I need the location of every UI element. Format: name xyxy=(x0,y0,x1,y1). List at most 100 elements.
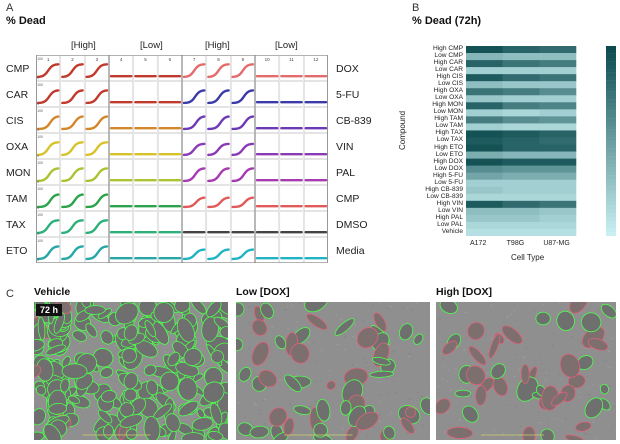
column-number: 12 xyxy=(313,57,319,62)
live-cell-outline xyxy=(153,302,174,323)
row-label-left: ETO xyxy=(6,245,36,257)
row-label-left: TAX xyxy=(6,219,36,231)
image-title-high-dox: High [DOX] xyxy=(436,286,492,298)
row-label-right: PAL xyxy=(336,167,386,179)
image-title-vehicle: Vehicle xyxy=(34,286,70,298)
row-label-right: CMP xyxy=(336,193,386,205)
heatmap-cell xyxy=(466,116,503,123)
heatmap-cell xyxy=(503,46,540,53)
heatmap-cell xyxy=(466,201,503,208)
heatmap-cell xyxy=(503,166,540,173)
live-cell-outline xyxy=(85,305,106,314)
heatmap-ylabel: Compound xyxy=(398,111,407,150)
heatmap-cell xyxy=(466,123,503,130)
live-cell-outline xyxy=(62,364,87,379)
heatmap-cell xyxy=(539,201,576,208)
live-cell-outline xyxy=(455,390,471,397)
heatmap-cell xyxy=(539,173,576,180)
heatmap-cell xyxy=(466,187,503,194)
heatmap-cell xyxy=(539,145,576,152)
heatmap-cell xyxy=(466,159,503,166)
heatmap-cell xyxy=(466,67,503,74)
column-number: 10 xyxy=(265,57,271,62)
heatmap-cell xyxy=(539,194,576,201)
dead-cell-outline xyxy=(521,364,529,383)
heatmap-cell xyxy=(503,137,540,144)
heatmap-cell xyxy=(539,60,576,67)
heatmap-cell xyxy=(539,222,576,229)
micrograph-high-dox xyxy=(436,302,616,440)
image-title-low-dox: Low [DOX] xyxy=(236,286,290,298)
heatmap-cell xyxy=(466,130,503,137)
column-number: 11 xyxy=(289,57,294,62)
live-cell-outline xyxy=(536,312,551,325)
heatmap-cell xyxy=(466,109,503,116)
heatmap-cell xyxy=(539,116,576,123)
row-label-left: CMP xyxy=(6,63,36,75)
heatmap-cell xyxy=(466,215,503,222)
heatmap-cell xyxy=(466,166,503,173)
y-tick-label: 100 xyxy=(37,161,43,165)
heatmap-cell xyxy=(539,95,576,102)
y-tick-label: 100 xyxy=(37,239,43,243)
y-tick-label: 100 xyxy=(37,213,43,217)
heatmap-cell xyxy=(539,102,576,109)
row-label-left: OXA xyxy=(6,141,36,153)
panel-b-letter: B xyxy=(412,2,419,14)
heatmap-row-label: Vehicle xyxy=(413,229,463,236)
group-label-3: [High] xyxy=(205,40,230,51)
row-label-left: TAM xyxy=(6,193,36,205)
heatmap-cell xyxy=(466,222,503,229)
heatmap-cell xyxy=(503,109,540,116)
y-tick-label: 100 xyxy=(37,187,43,191)
heatmap-cell xyxy=(466,102,503,109)
heatmap-cell xyxy=(539,67,576,74)
y-tick-label: 100 xyxy=(37,109,43,113)
group-label-1: [High] xyxy=(71,40,96,51)
heatmap-cell xyxy=(539,159,576,166)
heatmap-cell xyxy=(466,152,503,159)
heatmap-cell xyxy=(539,46,576,53)
heatmap-cell xyxy=(503,130,540,137)
row-label-left: MON xyxy=(6,167,36,179)
heatmap-cell xyxy=(539,229,576,236)
heatmap-cell xyxy=(466,180,503,187)
heatmap-cell xyxy=(539,130,576,137)
heatmap-cell xyxy=(539,53,576,60)
group-label-2: [Low] xyxy=(140,40,163,51)
heatmap-xlabel: Cell Type xyxy=(511,253,544,262)
heatmap-cell xyxy=(539,180,576,187)
group-label-4: [Low] xyxy=(275,40,298,51)
heatmap-cell xyxy=(503,180,540,187)
heatmap-cell xyxy=(503,152,540,159)
y-tick-label: 100 xyxy=(37,57,43,61)
heatmap-cell xyxy=(539,215,576,222)
panel-a-letter: A xyxy=(6,2,13,14)
micrograph-vehicle: 72 h xyxy=(34,302,228,440)
y-tick-label: 0 xyxy=(37,232,39,236)
heatmap-cell xyxy=(466,145,503,152)
row-label-right: VIN xyxy=(336,141,386,153)
heatmap-col-label: U87-MG xyxy=(543,240,569,247)
heatmap-cell xyxy=(503,201,540,208)
row-label-right: DMSO xyxy=(336,219,386,231)
y-tick-label: 100 xyxy=(37,135,43,139)
heatmap-cell xyxy=(503,74,540,81)
y-tick-label: 0 xyxy=(37,102,39,106)
panel-c-letter: C xyxy=(6,288,14,300)
heatmap-cell xyxy=(539,109,576,116)
heatmap-cell xyxy=(503,81,540,88)
heatmap-col-label: T98G xyxy=(507,240,525,247)
heatmap-cell xyxy=(503,194,540,201)
heatmap-cell xyxy=(503,53,540,60)
heatmap-cell xyxy=(466,173,503,180)
row-label-left: CIS xyxy=(6,115,36,127)
heatmap-cell xyxy=(539,123,576,130)
panel-b-title: % Dead (72h) xyxy=(412,15,481,27)
heatmap-cell xyxy=(466,95,503,102)
heatmap-cell xyxy=(503,222,540,229)
heatmap-cell xyxy=(503,208,540,215)
y-tick-label: 0 xyxy=(37,180,39,184)
heatmap-cell xyxy=(539,187,576,194)
heatmap-cell xyxy=(539,152,576,159)
